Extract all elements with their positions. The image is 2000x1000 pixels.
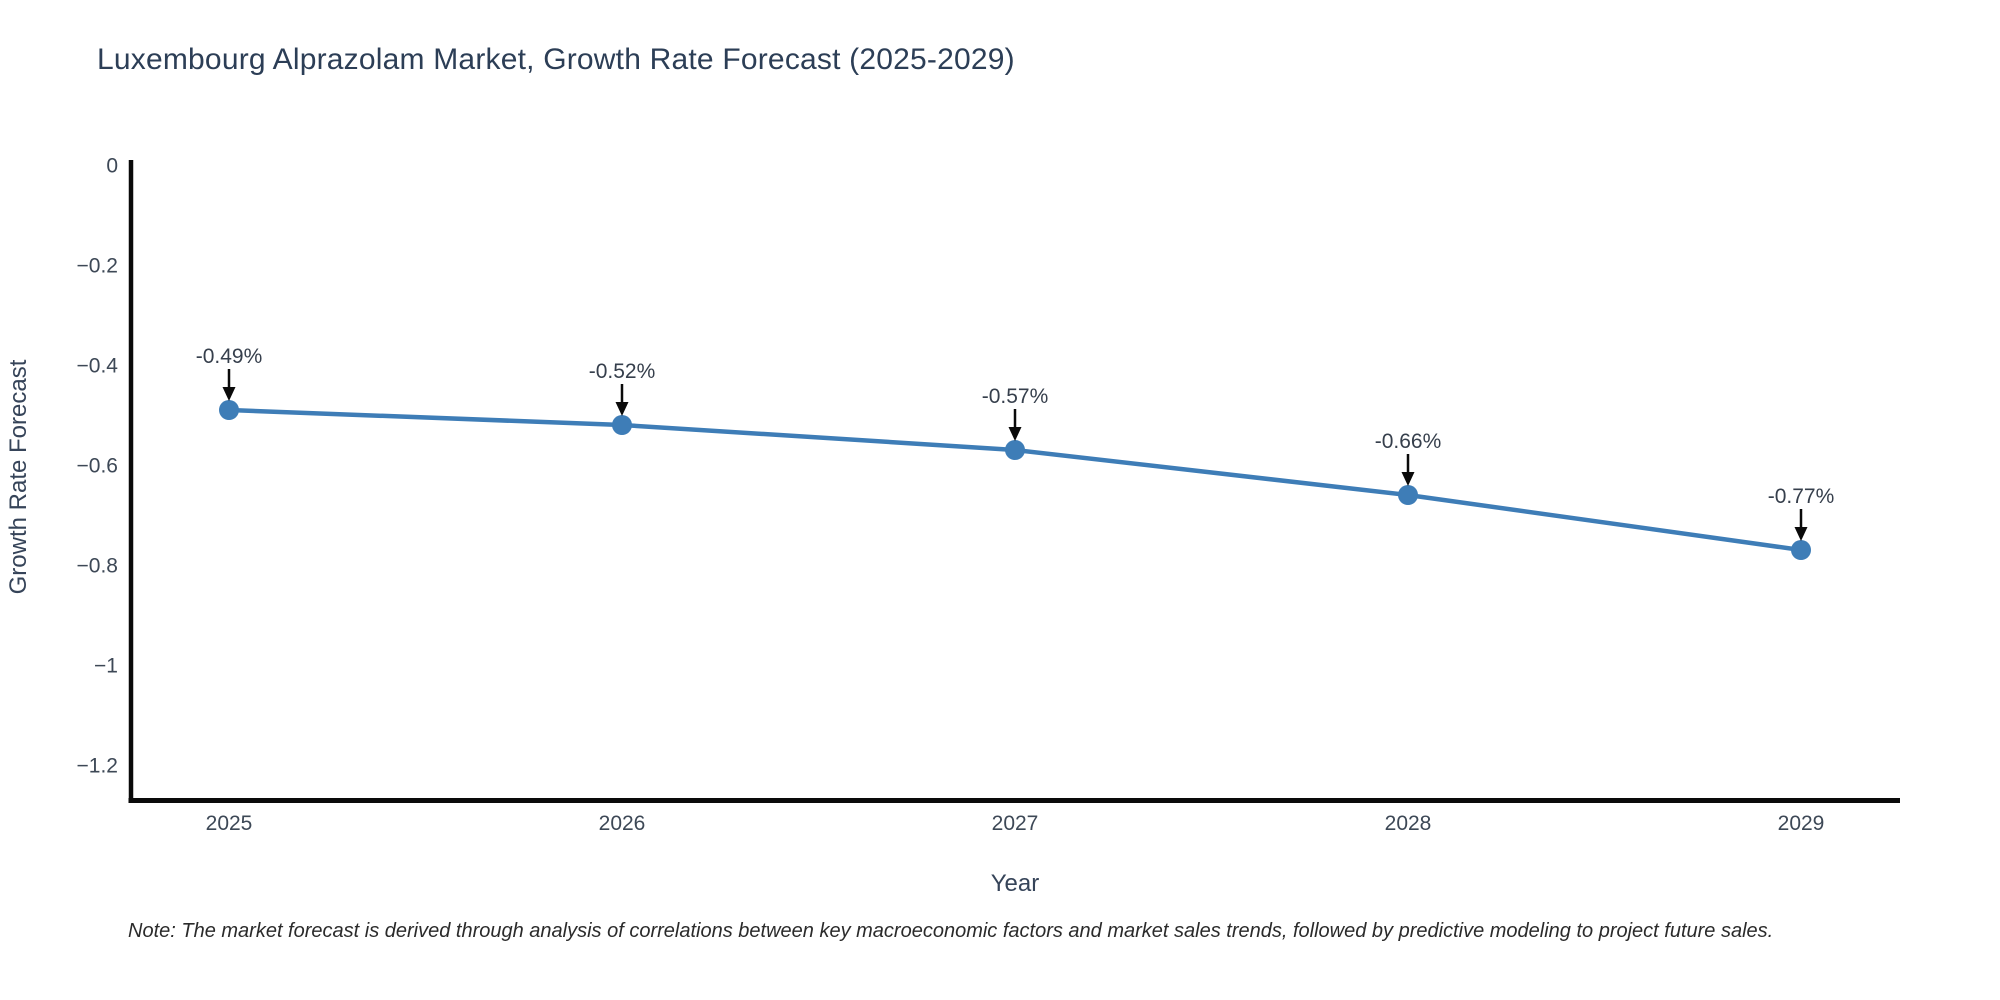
annotation-arrowhead	[1794, 527, 1808, 541]
x-tick-label: 2028	[1385, 812, 1432, 835]
x-axis-tick-labels: 2025 2026 2027 2028 2029	[206, 812, 1825, 835]
annotation-arrowhead	[222, 387, 236, 401]
point-annotation-label: -0.57%	[982, 385, 1049, 408]
y-axis-title: Growth Rate Forecast	[5, 359, 32, 594]
y-tick-label: −0.4	[77, 355, 119, 378]
x-tick-label: 2025	[206, 812, 253, 835]
y-tick-label: −0.2	[77, 255, 118, 278]
point-annotation-label: -0.77%	[1768, 485, 1835, 508]
footnote: Note: The market forecast is derived thr…	[128, 920, 1774, 942]
annotation-arrowhead	[1401, 472, 1415, 486]
data-point-marker	[219, 400, 239, 420]
y-tick-label: −0.8	[77, 555, 118, 578]
y-tick-label: 0	[106, 155, 118, 178]
x-axis-title: Year	[991, 870, 1040, 897]
annotation-arrowhead	[1008, 427, 1022, 441]
data-point-marker	[1791, 540, 1811, 560]
x-tick-label: 2029	[1778, 812, 1825, 835]
y-tick-label: −1	[94, 655, 118, 678]
data-series	[219, 400, 1811, 560]
data-point-marker	[612, 415, 632, 435]
point-annotations: -0.49% -0.52% -0.57% -0.66% -0.77%	[196, 345, 1835, 541]
data-point-marker	[1005, 440, 1025, 460]
annotation-arrowhead	[615, 402, 629, 416]
x-tick-label: 2026	[599, 812, 646, 835]
point-annotation-label: -0.52%	[589, 360, 656, 383]
point-annotation-label: -0.49%	[196, 345, 263, 368]
y-tick-label: −1.2	[77, 755, 118, 778]
point-annotation-label: -0.66%	[1375, 430, 1442, 453]
y-axis-tick-labels: 0 −0.2 −0.4 −0.6 −0.8 −1 −1.2	[77, 155, 119, 778]
y-tick-label: −0.6	[77, 455, 118, 478]
chart-title: Luxembourg Alprazolam Market, Growth Rat…	[97, 43, 1015, 76]
x-tick-label: 2027	[992, 812, 1039, 835]
data-point-marker	[1398, 485, 1418, 505]
